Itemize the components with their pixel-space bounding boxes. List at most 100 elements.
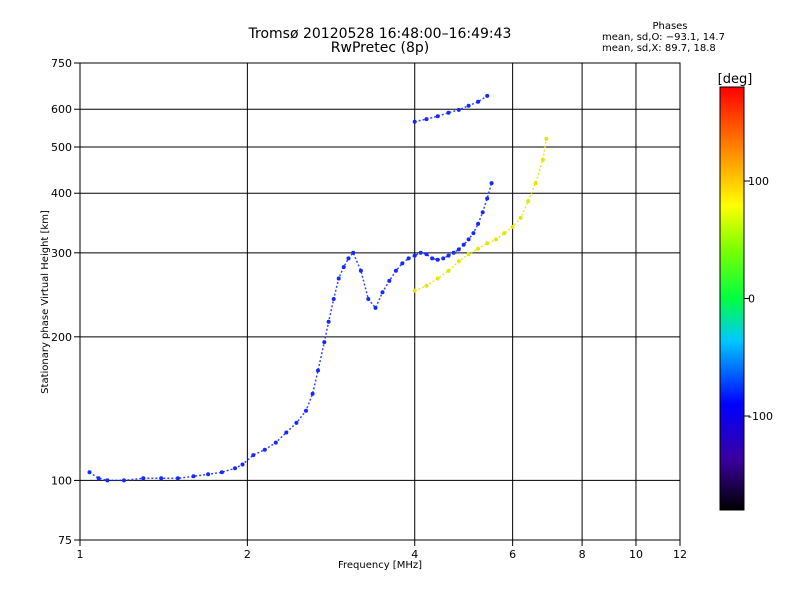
data-point — [466, 103, 471, 108]
data-point — [435, 276, 440, 281]
data-point — [461, 242, 466, 247]
data-point — [322, 340, 327, 345]
data-point — [494, 237, 498, 242]
x-tick-label: 2 — [244, 548, 251, 561]
y-tick-label: 200 — [51, 331, 72, 344]
x-tick-label: 8 — [579, 548, 586, 561]
data-point — [284, 430, 289, 435]
data-point — [510, 224, 515, 229]
data-point — [233, 466, 237, 471]
data-point — [87, 470, 92, 475]
data-point — [485, 93, 490, 98]
data-point — [446, 253, 451, 258]
data-point — [294, 420, 299, 425]
data-point — [466, 252, 471, 257]
y-tick-label: 75 — [58, 534, 72, 547]
data-point — [412, 288, 417, 293]
data-point — [533, 181, 538, 186]
data-point — [96, 476, 101, 481]
data-point — [373, 305, 378, 310]
colorbar — [719, 86, 745, 511]
series-trace — [414, 138, 548, 292]
plot-frame — [79, 62, 681, 541]
data-point — [446, 268, 451, 273]
data-point — [424, 117, 429, 122]
y-tick-label: 300 — [51, 247, 72, 260]
data-point — [456, 107, 461, 112]
data-point — [341, 265, 346, 270]
data-point — [206, 472, 211, 477]
phases-x-stats: mean, sd,X: 89.7, 18.8 — [602, 43, 716, 54]
data-point — [544, 136, 549, 141]
data-point — [430, 256, 435, 261]
data-point — [400, 261, 405, 266]
series-trace — [89, 182, 493, 482]
data-point — [122, 478, 126, 483]
data-point — [435, 114, 440, 119]
colorbar-tick-label: 100 — [748, 175, 769, 188]
data-point — [418, 250, 423, 255]
data-point — [485, 196, 490, 201]
colorbar-ticks: 100 0 -100 — [744, 175, 773, 423]
data-point — [476, 99, 481, 104]
data-point — [105, 478, 110, 483]
chart-title: Tromsø 20120528 16:48:00–16:49:43 — [248, 26, 512, 42]
data-point — [326, 319, 331, 324]
data-point — [526, 199, 531, 204]
data-point — [141, 476, 146, 481]
data-point — [424, 252, 429, 257]
data-point — [331, 297, 336, 301]
x-axis-label: Frequency [MHz] — [338, 560, 422, 571]
data-point — [380, 290, 385, 295]
data-point — [191, 474, 196, 479]
y-tick-label: 600 — [51, 103, 72, 116]
data-point — [489, 181, 494, 186]
chart-subtitle: RwPretec (8p) — [330, 40, 430, 56]
data-point — [412, 119, 417, 124]
colorbar-label: [deg] — [718, 72, 753, 87]
data-point — [456, 247, 461, 252]
data-point — [366, 297, 371, 301]
data-point — [351, 250, 356, 255]
data-point — [358, 268, 363, 273]
x-tick-label: 4 — [411, 548, 418, 561]
x-tick-label: 1 — [77, 548, 84, 561]
colorbar-tick-label: 0 — [748, 293, 755, 306]
data-point — [412, 253, 417, 258]
data-point — [476, 221, 481, 226]
data-point — [240, 462, 245, 467]
data-point — [310, 391, 315, 396]
data-point — [336, 276, 341, 281]
phases-box: Phases mean, sd,O: −93.1, 14.7 mean, sd,… — [600, 21, 740, 54]
data-point — [304, 408, 308, 413]
data-point — [424, 283, 429, 288]
data-point — [346, 256, 351, 261]
data-point — [446, 110, 451, 115]
data-point — [262, 447, 267, 452]
x-tick-label: 10 — [629, 548, 643, 561]
data-point — [273, 440, 278, 445]
data-point — [441, 256, 446, 261]
data-point — [316, 368, 320, 373]
data-point — [466, 237, 471, 242]
y-tick-label: 100 — [51, 474, 72, 487]
data-point — [387, 278, 392, 283]
y-tick-label: 750 — [51, 57, 72, 70]
grid-lines — [80, 63, 680, 540]
data-point — [435, 257, 440, 262]
x-tick-label: 6 — [509, 548, 516, 561]
data-point — [476, 246, 481, 251]
data-point — [175, 476, 180, 481]
y-tick-label: 400 — [51, 187, 72, 200]
data-point — [251, 453, 256, 458]
data-point — [159, 476, 164, 481]
x-tick-label: 12 — [673, 548, 687, 561]
data-point — [485, 241, 490, 246]
phases-o-stats: mean, sd,O: −93.1, 14.7 — [602, 32, 725, 43]
data-point — [451, 250, 456, 255]
y-axis-label: Stationary phase Virtual Height [km] — [40, 210, 51, 394]
data-point — [406, 256, 411, 261]
data-points — [87, 93, 549, 483]
